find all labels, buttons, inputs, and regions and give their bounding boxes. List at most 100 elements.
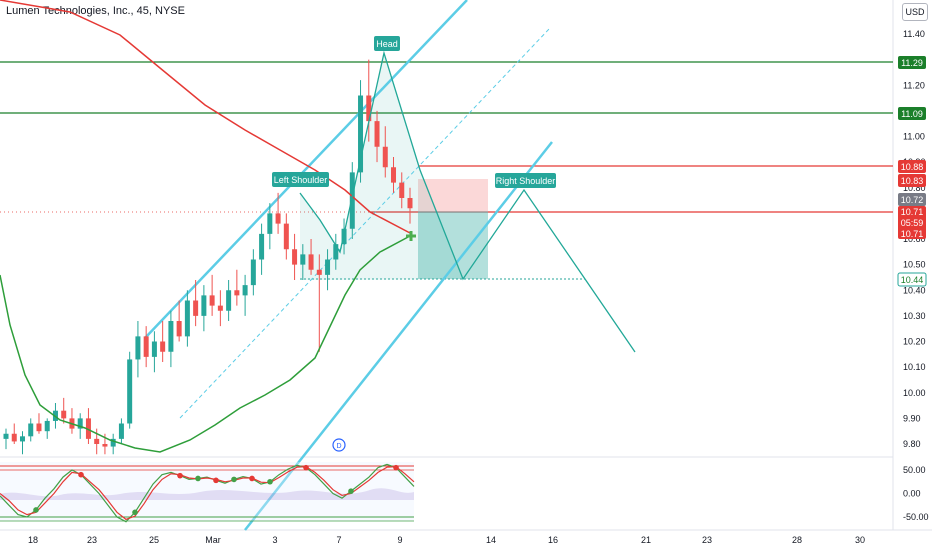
candle-body xyxy=(176,321,182,337)
candle-body xyxy=(168,321,174,352)
candle-body xyxy=(316,269,322,275)
x-tick-label: 21 xyxy=(641,535,651,545)
candle-body xyxy=(374,121,380,147)
osc-cross-dot xyxy=(78,471,84,478)
pattern-zigzag[interactable] xyxy=(299,50,636,353)
candle-body xyxy=(399,182,405,198)
x-tick-label: 14 xyxy=(486,535,496,545)
pattern-fill xyxy=(300,53,463,280)
candle-body xyxy=(3,433,9,439)
candle-body xyxy=(283,223,289,250)
osc-cross-dot xyxy=(303,464,309,471)
channel-upper[interactable] xyxy=(144,0,468,339)
candle-body xyxy=(250,259,256,286)
osc-cross-dot xyxy=(213,477,219,484)
osc-cross-dot xyxy=(267,478,273,485)
badge-upper-green-text: 11.29 xyxy=(901,58,923,68)
candle-body xyxy=(193,300,199,316)
crosshair-icon xyxy=(406,231,416,241)
candle-body xyxy=(28,423,34,437)
osc-cross-dot xyxy=(132,509,138,516)
y-tick-label: 10.30 xyxy=(903,311,926,321)
badge-red-mid-text: 10.83 xyxy=(901,176,924,186)
badge-lower-green[interactable]: 11.09 xyxy=(898,107,926,120)
x-tick-label: 3 xyxy=(272,535,277,545)
osc-series-line xyxy=(0,466,415,521)
oscillator: 50.00 0.00 -50.00 xyxy=(0,463,929,523)
badge-entry[interactable]: 10.71 05:59 10.71 xyxy=(898,206,926,239)
candle-body xyxy=(407,198,413,209)
ema-line xyxy=(0,235,411,453)
candle-body xyxy=(382,146,388,168)
y-tick-label: 10.40 xyxy=(903,285,926,295)
dividend-marker[interactable]: D xyxy=(332,438,346,452)
candle-body xyxy=(19,436,25,442)
candle-body xyxy=(366,95,372,122)
badge-lower-green-text: 11.09 xyxy=(901,109,923,119)
y-tick-label: 11.20 xyxy=(903,80,925,90)
candle-body xyxy=(135,336,141,360)
candle-body xyxy=(61,410,67,419)
badge-red-top-text: 10.88 xyxy=(901,162,924,172)
candle-body xyxy=(44,420,50,432)
candle-body xyxy=(118,423,124,439)
candle-body xyxy=(217,305,223,311)
label-left-shoulder-text: Left Shoulder xyxy=(274,175,328,185)
candle-body xyxy=(325,259,331,275)
osc-y-tick-label: -50.00 xyxy=(903,512,929,522)
x-tick-label: 23 xyxy=(87,535,97,545)
x-tick-label: Mar xyxy=(205,535,221,545)
dividend-marker-text: D xyxy=(336,443,341,450)
osc-cross-dot xyxy=(33,507,39,513)
y-tick-label: 9.80 xyxy=(903,439,921,449)
osc-cross-dot xyxy=(249,475,255,482)
candle-body xyxy=(300,254,306,265)
candle-body xyxy=(308,254,314,270)
candle-body xyxy=(267,213,273,234)
y-tick-label: 9.90 xyxy=(903,413,921,423)
badge-target-text: 10.44 xyxy=(901,275,924,285)
candle-body xyxy=(292,249,298,265)
label-head[interactable]: Head xyxy=(374,36,400,51)
sma-line xyxy=(0,0,411,234)
badge-last-price-text: 10.72 xyxy=(901,195,924,205)
candle-body xyxy=(94,438,100,444)
candle-body xyxy=(333,244,339,260)
candle-body xyxy=(110,438,116,447)
y-tick-label: 10.50 xyxy=(903,260,926,270)
label-left-shoulder[interactable]: Left Shoulder xyxy=(272,172,329,187)
y-tick-label: 10.00 xyxy=(903,388,926,398)
candle-body xyxy=(160,341,166,352)
osc-cross-dot xyxy=(231,476,237,483)
y-tick-label: 10.10 xyxy=(903,362,926,372)
osc-cross-dot xyxy=(348,488,354,494)
osc-cross-dot xyxy=(195,475,201,482)
x-tick-label: 28 xyxy=(792,535,802,545)
label-right-shoulder-text: Right Shoulder xyxy=(496,176,556,186)
oscillator-histogram xyxy=(0,488,414,500)
osc-y-tick-label: 50.00 xyxy=(903,465,926,475)
badge-red-top[interactable]: 10.88 xyxy=(898,160,926,173)
x-tick-label: 25 xyxy=(149,535,159,545)
candle-body xyxy=(11,433,17,442)
y-tick-label: 10.80 xyxy=(903,183,926,193)
x-tick-label: 18 xyxy=(28,535,38,545)
badge-entry2-text: 10.71 xyxy=(901,229,924,239)
candle-body xyxy=(201,295,207,316)
currency-button[interactable]: USD xyxy=(902,3,928,21)
badge-target[interactable]: 10.44 xyxy=(897,272,927,287)
candle-body xyxy=(184,300,190,337)
candle-body xyxy=(259,233,265,260)
osc-y-tick-label: 0.00 xyxy=(903,489,921,499)
x-tick-label: 16 xyxy=(548,535,558,545)
osc-cross-dot xyxy=(393,464,399,471)
badge-upper-green[interactable]: 11.29 xyxy=(898,56,926,69)
badge-last-price[interactable]: 10.72 xyxy=(898,193,926,206)
badge-countdown-text: 05:59 xyxy=(901,218,924,228)
candle-body xyxy=(358,95,364,173)
x-tick-label: 23 xyxy=(702,535,712,545)
label-right-shoulder[interactable]: Right Shoulder xyxy=(495,173,556,188)
badge-red-mid[interactable]: 10.83 xyxy=(898,174,926,187)
candle-body xyxy=(242,285,248,296)
